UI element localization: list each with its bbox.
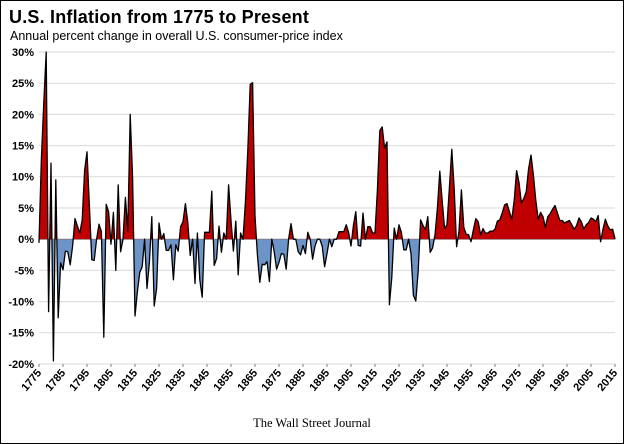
x-axis-label: 1795: [67, 367, 92, 393]
x-axis-label: 1855: [211, 367, 236, 393]
x-axis-label: 1885: [283, 367, 308, 393]
x-axis-label: 2015: [595, 367, 620, 393]
y-axis-label: -10%: [8, 296, 34, 308]
x-axis-label: 1915: [355, 367, 380, 393]
chart-subtitle: Annual percent change in overall U.S. co…: [10, 29, 343, 43]
x-axis-label: 1965: [475, 367, 500, 393]
x-axis-label: 1825: [139, 367, 164, 393]
y-axis-label: -20%: [8, 359, 34, 371]
x-axis-label: 1995: [547, 367, 572, 393]
y-axis-label: -15%: [8, 328, 34, 340]
x-axis-label: 1815: [115, 367, 140, 393]
x-axis-label: 1775: [19, 367, 44, 393]
x-axis-label: 1835: [163, 367, 188, 393]
inflation-series-line: [38, 51, 616, 362]
x-axis-label: 1925: [379, 367, 404, 393]
x-axis-label: 1905: [331, 367, 356, 393]
x-axis-label: 1895: [307, 367, 332, 393]
y-axis-label: 5%: [18, 203, 34, 215]
x-axis-label: 1975: [499, 367, 524, 393]
chart-title: U.S. Inflation from 1775 to Present: [9, 7, 310, 27]
x-axis-label: 1845: [187, 367, 212, 393]
y-axis-label: 0%: [18, 234, 34, 246]
x-axis-label: 1785: [43, 367, 68, 393]
x-axis-label: 1805: [91, 367, 116, 393]
y-axis-label: 10%: [12, 172, 34, 184]
source-attribution: The Wall Street Journal: [253, 416, 371, 430]
x-axis-label: 1935: [403, 367, 428, 393]
x-axis-label: 1865: [235, 367, 260, 393]
y-axis-label: 30%: [12, 47, 34, 59]
x-axis-label: 1875: [259, 367, 284, 393]
x-axis-label: 1955: [451, 367, 476, 393]
y-axis-label: 20%: [12, 109, 34, 121]
x-axis-label: 1985: [523, 367, 548, 393]
y-axis-label: 25%: [12, 78, 34, 90]
x-axis-label: 1945: [427, 367, 452, 393]
inflation-area-chart: 30%25%20%15%10%5%0%-5%-10%-15%-20%1775 17…: [8, 47, 620, 394]
x-axis-label: 2005: [571, 367, 596, 393]
y-axis-label: -5%: [14, 265, 34, 277]
chart-container: 30% 25% 20% 15% 10% 5% 0% -5% -10% -15% -20% 1775 17…: [1, 46, 623, 420]
area-positive-inflation: [39, 52, 615, 240]
y-axis-label: 15%: [12, 140, 34, 152]
